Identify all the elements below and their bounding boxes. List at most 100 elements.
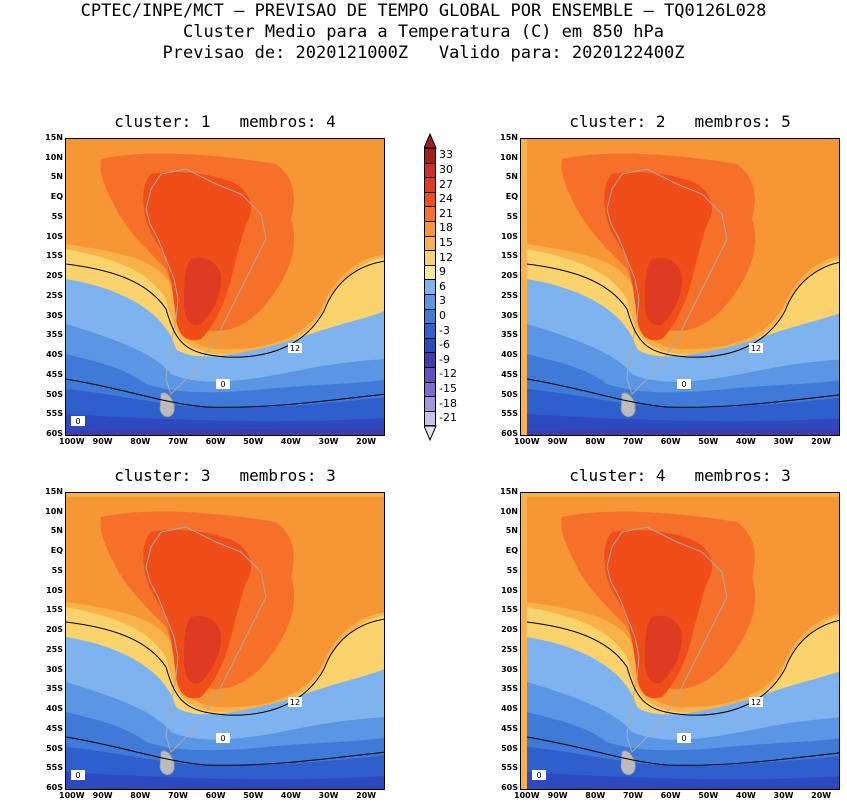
colorbar-level: -9 bbox=[439, 352, 450, 366]
x-tick-label: 90W bbox=[547, 791, 568, 800]
y-tick-label: 25S bbox=[46, 290, 63, 300]
colorbar-swatch bbox=[424, 206, 436, 222]
y-tick-label: 25S bbox=[501, 644, 518, 654]
contour-0 bbox=[526, 736, 839, 766]
x-tick-label: 20W bbox=[356, 791, 377, 800]
y-tick-label: 10N bbox=[500, 506, 518, 516]
colorbar-swatch bbox=[424, 352, 436, 368]
x-tick-label: 80W bbox=[130, 437, 151, 446]
x-tick-label: 60W bbox=[660, 791, 681, 800]
band-cold bbox=[527, 772, 839, 789]
x-tick-label: 50W bbox=[698, 437, 719, 446]
band-cold bbox=[66, 429, 384, 435]
y-tick-label: 50S bbox=[46, 389, 63, 399]
colorbar-swatch bbox=[424, 162, 436, 179]
colorbar-level: 9 bbox=[439, 265, 446, 279]
svg-text:0: 0 bbox=[681, 734, 686, 743]
y-tick-label: EQ bbox=[505, 192, 518, 202]
y-tick-label: 35S bbox=[501, 684, 518, 694]
x-tick-label: 60W bbox=[660, 437, 681, 446]
svg-text:12: 12 bbox=[751, 698, 761, 707]
y-tick-label: EQ bbox=[50, 192, 63, 202]
panel-title: cluster: 2 membros: 5 bbox=[569, 112, 791, 131]
y-tick-label: 50S bbox=[46, 743, 63, 753]
colorbar-swatch bbox=[424, 177, 436, 193]
y-tick-label: 30S bbox=[501, 664, 518, 674]
y-tick-label: 15S bbox=[46, 251, 63, 261]
contour-0 bbox=[66, 378, 384, 408]
band-cold bbox=[66, 772, 384, 789]
y-tick-label: 5N bbox=[50, 172, 63, 182]
contour-label: 12 bbox=[288, 697, 302, 707]
y-tick-label: 45S bbox=[46, 369, 63, 379]
x-tick-label: 90W bbox=[92, 437, 113, 446]
colorbar-swatch bbox=[424, 396, 436, 412]
coastline bbox=[145, 526, 267, 753]
x-tick-label: 60W bbox=[205, 437, 226, 446]
y-tick-label: 60S bbox=[501, 783, 518, 792]
x-tick-label: 90W bbox=[92, 791, 113, 800]
coastline bbox=[606, 168, 728, 395]
y-tick-label: 15N bbox=[500, 133, 518, 142]
band-cold bbox=[66, 787, 384, 789]
y-tick-label: 20S bbox=[46, 271, 63, 281]
colorbar-swatch bbox=[424, 148, 436, 164]
x-tick-label: 70W bbox=[167, 791, 188, 800]
colorbar-bottom-arrow bbox=[424, 425, 437, 442]
colorbar-swatch bbox=[424, 191, 436, 208]
y-tick-label: 5S bbox=[506, 565, 518, 575]
island bbox=[620, 392, 636, 418]
band-24 bbox=[604, 530, 713, 699]
cluster-map-panel: 12 0 0 bbox=[65, 138, 385, 436]
band-27 bbox=[184, 615, 221, 684]
colorbar-swatch bbox=[424, 367, 436, 383]
colorbar-swatch bbox=[424, 221, 436, 237]
y-tick-label: 55S bbox=[501, 763, 518, 773]
svg-text:0: 0 bbox=[536, 771, 541, 780]
temperature-field: 12 0 0 bbox=[521, 493, 839, 789]
x-tick-label: 40W bbox=[735, 437, 756, 446]
band-27 bbox=[184, 257, 221, 326]
contour-12 bbox=[526, 619, 839, 716]
coastline bbox=[145, 168, 267, 395]
band-24 bbox=[143, 530, 252, 699]
colorbar-swatch bbox=[424, 410, 436, 427]
y-tick-label: 60S bbox=[501, 429, 518, 438]
y-tick-label: 35S bbox=[501, 330, 518, 340]
x-tick-label: 50W bbox=[698, 791, 719, 800]
y-tick-label: 10N bbox=[500, 152, 518, 162]
x-tick-label: 80W bbox=[130, 791, 151, 800]
svg-text:12: 12 bbox=[290, 698, 300, 707]
band-24 bbox=[143, 172, 252, 341]
contour-0 bbox=[526, 378, 839, 408]
x-tick-label: 40W bbox=[735, 791, 756, 800]
band-27 bbox=[645, 615, 682, 684]
contour-label: 12 bbox=[749, 343, 763, 353]
y-tick-label: 5N bbox=[505, 526, 518, 536]
panel-title: cluster: 1 membros: 4 bbox=[114, 112, 336, 131]
svg-text:0: 0 bbox=[220, 734, 225, 743]
x-tick-label: 50W bbox=[243, 437, 264, 446]
colorbar-level: 12 bbox=[439, 250, 453, 264]
cluster-map-panel: 12 0 0 bbox=[520, 492, 840, 790]
contour-0 bbox=[66, 736, 384, 766]
colorbar-level: 24 bbox=[439, 192, 453, 206]
panel-title: cluster: 3 membros: 3 bbox=[114, 466, 336, 485]
y-tick-label: 10S bbox=[501, 231, 518, 241]
x-tick-label: 50W bbox=[243, 791, 264, 800]
colorbar-level: 3 bbox=[439, 294, 446, 308]
colorbar-level: -21 bbox=[439, 411, 457, 425]
temperature-field: 12 0 bbox=[521, 139, 839, 435]
y-tick-label: 40S bbox=[46, 350, 63, 360]
colorbar-level: 15 bbox=[439, 235, 453, 249]
figure-dates: Previsao de: 2020121000Z Valido para: 20… bbox=[162, 43, 685, 63]
x-tick-label: 30W bbox=[318, 437, 339, 446]
contour-12 bbox=[66, 260, 384, 358]
colorbar-swatch bbox=[424, 279, 436, 295]
y-tick-label: 5S bbox=[506, 211, 518, 221]
y-tick-label: 15S bbox=[46, 605, 63, 615]
y-tick-label: 60S bbox=[46, 783, 63, 792]
colorbar-level: -6 bbox=[439, 338, 450, 352]
contour-12 bbox=[526, 261, 839, 358]
colorbar-swatch bbox=[424, 294, 436, 310]
